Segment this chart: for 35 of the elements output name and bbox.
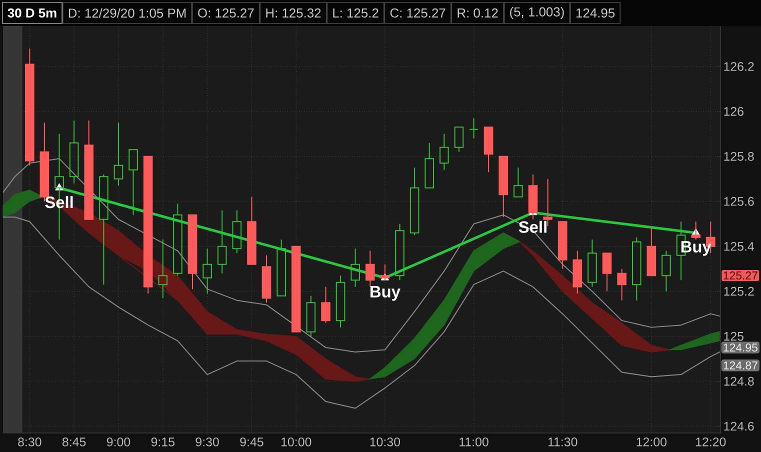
x-tick-label: 11:30 <box>548 438 578 446</box>
text: D: 12/29/20 1:05 PM <box>68 8 186 18</box>
y-tick-label: 125.2 <box>724 286 754 296</box>
text: 124.95 <box>576 8 615 18</box>
annotation: Sell <box>518 220 546 233</box>
text: 124.87 <box>724 361 758 370</box>
text: R: 0.12 <box>458 8 498 18</box>
x-tick-label: 8:30 <box>18 438 42 446</box>
x-tick-label: 11:00 <box>460 438 488 446</box>
x-tick-label: 9:00 <box>106 438 130 446</box>
y-tick-label: 125 <box>724 332 744 341</box>
text: 125.27 <box>724 271 758 280</box>
y-tick-label: 125.6 <box>724 196 754 206</box>
x-tick-label: 10:30 <box>370 438 400 446</box>
annotation: Buy <box>370 286 400 301</box>
x-tick-label: 9:30 <box>196 438 219 446</box>
text: 124.95 <box>724 343 758 352</box>
y-tick-label: 126 <box>724 107 744 116</box>
x-tick-label: 9:15 <box>151 438 174 446</box>
y-tick-label: 124.6 <box>724 422 754 431</box>
text: L: 125.2 <box>333 8 378 18</box>
y-tick-label: 125.8 <box>724 152 754 161</box>
text: O: 125.27 <box>198 8 254 18</box>
y-tick-label: 124.8 <box>724 376 754 386</box>
y-tick-label: 126.2 <box>724 62 754 71</box>
text: C: 125.27 <box>390 8 446 18</box>
y-tick-label: 125.4 <box>724 242 754 251</box>
text: H: 125.32 <box>266 8 321 18</box>
chart-title: 30 D 5m <box>8 8 56 18</box>
x-tick-label: 12:20 <box>696 438 726 446</box>
x-tick-label: 9:45 <box>240 438 264 446</box>
x-tick-label: 12:00 <box>636 438 667 446</box>
x-tick-label: 10:00 <box>281 438 312 446</box>
x-tick-label: 8:45 <box>62 438 86 446</box>
text: (5, 1.003) <box>510 6 564 20</box>
